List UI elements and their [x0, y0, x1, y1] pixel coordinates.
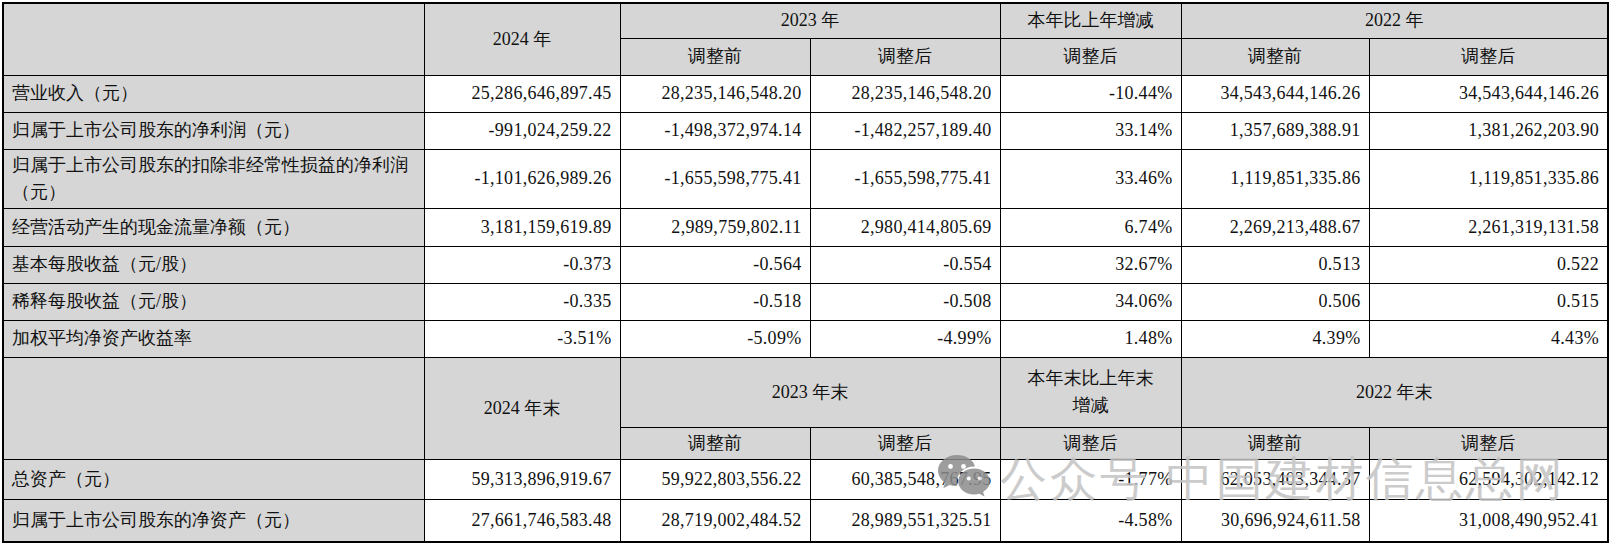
table-cell: -0.564 — [620, 246, 810, 283]
table-cell: 1,119,851,335.86 — [1181, 149, 1369, 208]
row-label: 归属于上市公司股东的净资产（元） — [3, 499, 424, 542]
subheader-change-after: 调整后 — [1000, 38, 1181, 75]
table-cell: 0.506 — [1181, 283, 1369, 320]
section2-header-row: 2024 年末 2023 年末 本年末比上年末 增减 2022 年末 — [3, 357, 1608, 427]
table-cell: 2,980,414,805.69 — [810, 208, 1000, 246]
table-cell: 4.39% — [1181, 320, 1369, 357]
table-cell: -1,655,598,775.41 — [620, 149, 810, 208]
table-cell: 28,719,002,484.52 — [620, 499, 810, 542]
table-cell: 34,543,644,146.26 — [1369, 75, 1608, 112]
table-cell: -10.44% — [1000, 75, 1181, 112]
header-change: 本年比上年增减 — [1000, 3, 1181, 38]
header-2024-end: 2024 年末 — [424, 357, 620, 459]
table-cell: -3.51% — [424, 320, 620, 357]
row-label: 稀释每股收益（元/股） — [3, 283, 424, 320]
subheader-2023-before: 调整前 — [620, 38, 810, 75]
table-cell: 25,286,646,897.45 — [424, 75, 620, 112]
table-row-net-profit: 归属于上市公司股东的净利润（元） -991,024,259.22 -1,498,… — [3, 112, 1608, 149]
header-2022-end: 2022 年末 — [1181, 357, 1608, 427]
header-2022: 2022 年 — [1181, 3, 1608, 38]
table-cell: 34,543,644,146.26 — [1181, 75, 1369, 112]
table-cell: 32.67% — [1000, 246, 1181, 283]
subheader-2022-before: 调整前 — [1181, 38, 1369, 75]
table-row-revenue: 营业收入（元） 25,286,646,897.45 28,235,146,548… — [3, 75, 1608, 112]
table-cell: 0.513 — [1181, 246, 1369, 283]
table-cell: 30,696,924,611.58 — [1181, 499, 1369, 542]
table-cell: -0.373 — [424, 246, 620, 283]
table-cell: -0.518 — [620, 283, 810, 320]
table-cell: 1,357,689,388.91 — [1181, 112, 1369, 149]
table-row-basic-eps: 基本每股收益（元/股） -0.373 -0.564 -0.554 32.67% … — [3, 246, 1608, 283]
table-cell: 59,922,803,556.22 — [620, 459, 810, 499]
table-cell: 0.515 — [1369, 283, 1608, 320]
table-cell: -1,655,598,775.41 — [810, 149, 1000, 208]
table-cell: -1,498,372,974.14 — [620, 112, 810, 149]
table-cell: -4.99% — [810, 320, 1000, 357]
table-cell: 28,235,146,548.20 — [620, 75, 810, 112]
table-cell: 62,594,302,142.12 — [1369, 459, 1608, 499]
table-cell: 2,261,319,131.58 — [1369, 208, 1608, 246]
header-2023: 2023 年 — [620, 3, 1000, 38]
subheader-2022end-after: 调整后 — [1369, 427, 1608, 459]
subheader-2022end-before: 调整前 — [1181, 427, 1369, 459]
table-cell: 28,989,551,325.51 — [810, 499, 1000, 542]
table-cell: -0.508 — [810, 283, 1000, 320]
row-label: 归属于上市公司股东的扣除非经常性损益的净利润（元） — [3, 149, 424, 208]
table-cell: 59,313,896,919.67 — [424, 459, 620, 499]
table-cell: 31,008,490,952.41 — [1369, 499, 1608, 542]
table-cell: 1.48% — [1000, 320, 1181, 357]
table-cell: 27,661,746,583.48 — [424, 499, 620, 542]
table-cell: 1,119,851,335.86 — [1369, 149, 1608, 208]
table-row-operating-cash-flow: 经营活动产生的现金流量净额（元） 3,181,159,619.89 2,989,… — [3, 208, 1608, 246]
header-yearend-change: 本年末比上年末 增减 — [1000, 357, 1181, 427]
table-cell: -0.335 — [424, 283, 620, 320]
table-cell: 2,989,759,802.11 — [620, 208, 810, 246]
table-cell: -4.58% — [1000, 499, 1181, 542]
table-row-diluted-eps: 稀释每股收益（元/股） -0.335 -0.518 -0.508 34.06% … — [3, 283, 1608, 320]
subheader-2023end-before: 调整前 — [620, 427, 810, 459]
table-cell: -1.77% — [1000, 459, 1181, 499]
table-cell: 1,381,262,203.90 — [1369, 112, 1608, 149]
header-2023-end: 2023 年末 — [620, 357, 1000, 427]
table-cell: 2,269,213,488.67 — [1181, 208, 1369, 246]
table-cell: 6.74% — [1000, 208, 1181, 246]
table-cell: 28,235,146,548.20 — [810, 75, 1000, 112]
row-label: 经营活动产生的现金流量净额（元） — [3, 208, 424, 246]
table-cell: 62,053,403,344.37 — [1181, 459, 1369, 499]
row-label: 加权平均净资产收益率 — [3, 320, 424, 357]
table-cell: 33.14% — [1000, 112, 1181, 149]
subheader-2023end-after: 调整后 — [810, 427, 1000, 459]
row-label: 基本每股收益（元/股） — [3, 246, 424, 283]
table-cell: 4.43% — [1369, 320, 1608, 357]
table-cell: -1,482,257,189.40 — [810, 112, 1000, 149]
corner-cell — [3, 3, 424, 75]
row-label: 总资产（元） — [3, 459, 424, 499]
table-row-total-assets: 总资产（元） 59,313,896,919.67 59,922,803,556.… — [3, 459, 1608, 499]
row-label: 营业收入（元） — [3, 75, 424, 112]
section1-header-row: 2024 年 2023 年 本年比上年增减 2022 年 — [3, 3, 1608, 38]
table-cell: 0.522 — [1369, 246, 1608, 283]
table-cell: 3,181,159,619.89 — [424, 208, 620, 246]
financial-summary-table: 2024 年 2023 年 本年比上年增减 2022 年 调整前 调整后 调整后… — [2, 2, 1609, 543]
subheader-2023-after: 调整后 — [810, 38, 1000, 75]
table-cell: 33.46% — [1000, 149, 1181, 208]
table-row-net-assets: 归属于上市公司股东的净资产（元） 27,661,746,583.48 28,71… — [3, 499, 1608, 542]
table-row-weighted-avg-roe: 加权平均净资产收益率 -3.51% -5.09% -4.99% 1.48% 4.… — [3, 320, 1608, 357]
table-cell: 34.06% — [1000, 283, 1181, 320]
table-cell: 60,385,548,767.95 — [810, 459, 1000, 499]
table-row-deducted-net-profit: 归属于上市公司股东的扣除非经常性损益的净利润（元） -1,101,626,989… — [3, 149, 1608, 208]
table-cell: -991,024,259.22 — [424, 112, 620, 149]
header-2024: 2024 年 — [424, 3, 620, 75]
subheader-2022-after: 调整后 — [1369, 38, 1608, 75]
subheader-change-after: 调整后 — [1000, 427, 1181, 459]
table-cell: -5.09% — [620, 320, 810, 357]
table-cell: -1,101,626,989.26 — [424, 149, 620, 208]
financial-report-page: 2024 年 2023 年 本年比上年增减 2022 年 调整前 调整后 调整后… — [0, 0, 1610, 545]
row-label: 归属于上市公司股东的净利润（元） — [3, 112, 424, 149]
corner-cell — [3, 357, 424, 459]
table-cell: -0.554 — [810, 246, 1000, 283]
